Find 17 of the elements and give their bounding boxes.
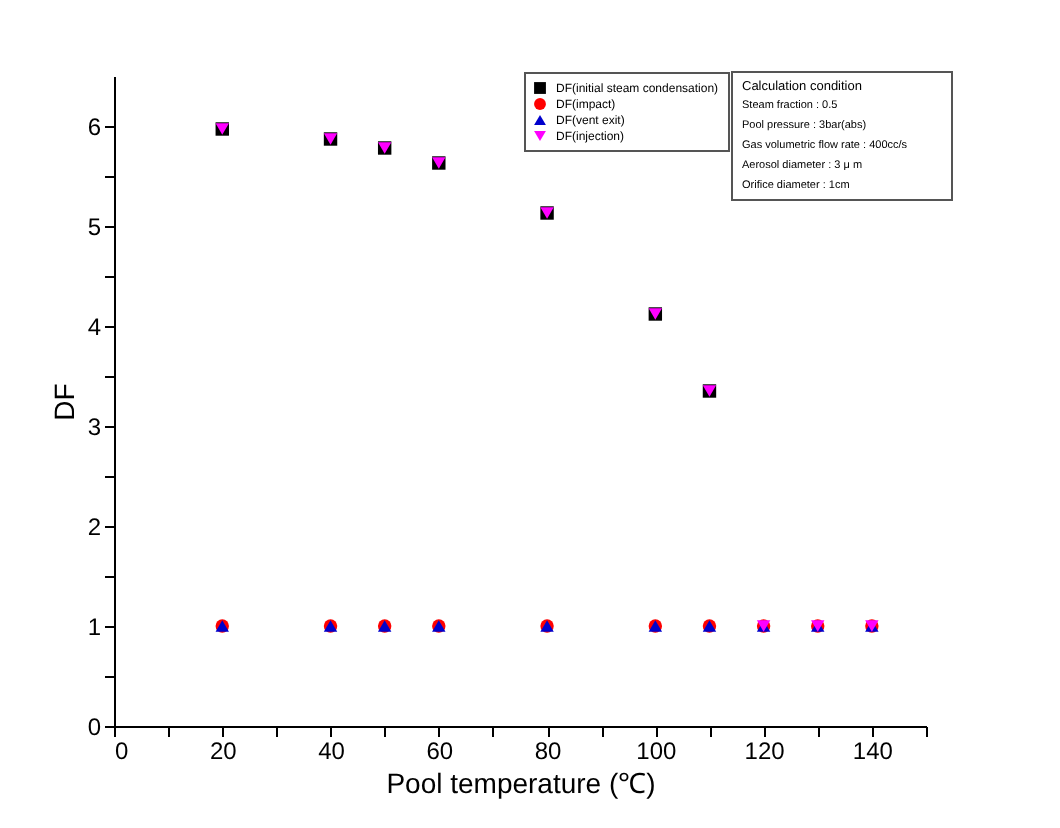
y-tick-label: 3 xyxy=(87,413,102,441)
x-tick-label: 140 xyxy=(852,737,894,765)
x-tick-label: 120 xyxy=(744,737,786,765)
y-tick-label: 5 xyxy=(87,213,102,241)
x-tick-label: 20 xyxy=(209,737,238,765)
x-tick-label: 80 xyxy=(534,737,563,765)
x-tick-label: 40 xyxy=(318,737,346,765)
x-tick-label: 100 xyxy=(636,737,677,765)
y-tick-label: 4 xyxy=(87,313,102,341)
y-tick-label: 0 xyxy=(87,713,102,741)
x-tick-label: 0 xyxy=(115,737,129,765)
y-tick-label: 1 xyxy=(87,613,102,641)
y-axis-title: DF xyxy=(47,383,80,421)
y-tick-label: 2 xyxy=(87,513,102,541)
x-tick-label: 60 xyxy=(426,737,454,765)
y-tick-label: 6 xyxy=(87,113,102,141)
x-axis-title: Pool temperature (℃) xyxy=(386,767,656,799)
